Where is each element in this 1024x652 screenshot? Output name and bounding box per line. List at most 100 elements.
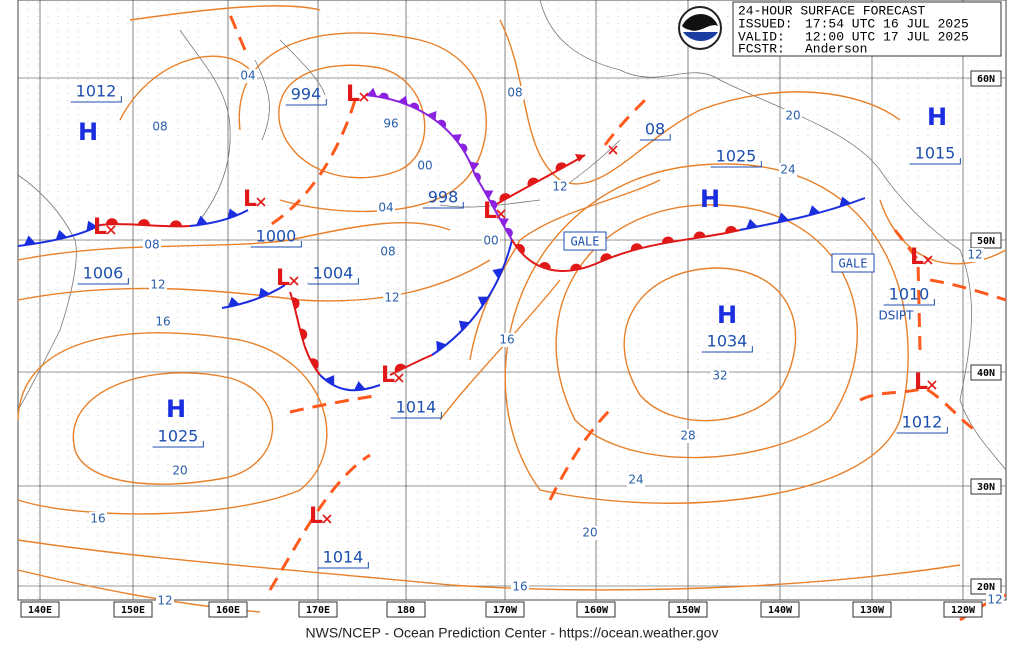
isobar bbox=[17, 332, 328, 515]
isobar bbox=[119, 5, 321, 121]
warm-front-bump bbox=[693, 231, 706, 239]
front-symbol bbox=[499, 218, 513, 238]
gale-warning: GALE bbox=[839, 257, 868, 271]
header-title: 24-HOUR SURFACE FORECAST bbox=[738, 3, 925, 18]
low-symbol: L bbox=[276, 266, 290, 291]
warm-front-bump bbox=[299, 328, 308, 341]
isobar-label: 32 bbox=[712, 369, 727, 383]
occluded-bump bbox=[505, 228, 513, 238]
low-center-mark bbox=[359, 92, 369, 102]
front-symbol bbox=[693, 231, 706, 239]
isobar-label: 16 bbox=[155, 315, 170, 329]
front-symbol bbox=[394, 363, 407, 373]
low-pressure: 1010 bbox=[889, 285, 930, 304]
low-pressure: 1000 bbox=[256, 227, 297, 246]
low-pressure: 1014 bbox=[323, 548, 364, 567]
isobar-label: 12 bbox=[552, 180, 567, 194]
trough bbox=[269, 99, 357, 227]
isobar-label-bg bbox=[482, 234, 500, 248]
front-symbol bbox=[492, 268, 504, 280]
front-symbol bbox=[477, 296, 489, 307]
occluded-bump bbox=[437, 119, 447, 128]
warm-front-bump bbox=[515, 243, 525, 255]
low-symbol: L bbox=[243, 187, 257, 212]
low-pressure: 1004 bbox=[313, 264, 354, 283]
front-symbol bbox=[23, 235, 36, 246]
high-symbol: H bbox=[700, 185, 720, 213]
isobar-label-bg bbox=[154, 315, 172, 329]
front-symbol bbox=[555, 162, 567, 172]
cold-front-triangle bbox=[227, 296, 240, 308]
pressure-underline bbox=[77, 278, 129, 285]
lon-label-box bbox=[668, 601, 708, 618]
troughs bbox=[226, 9, 1007, 622]
front-symbol bbox=[777, 212, 789, 223]
lon-label: 150W bbox=[676, 605, 701, 616]
lon-label-box bbox=[760, 601, 800, 618]
front-symbol bbox=[137, 219, 150, 226]
lon-label: 120W bbox=[951, 605, 976, 616]
lat-label-box bbox=[970, 364, 1002, 381]
isobar-label-bg bbox=[986, 593, 1004, 607]
high-pressure: 1025 bbox=[716, 147, 757, 166]
low-symbol: L bbox=[93, 215, 107, 240]
cold-front bbox=[189, 209, 249, 227]
isobar-label: 04 bbox=[240, 69, 255, 83]
front-symbol bbox=[258, 287, 270, 299]
lon-label-box bbox=[20, 601, 60, 618]
logo-wave bbox=[683, 32, 718, 41]
occluded-triangle bbox=[452, 134, 462, 143]
cold-front-triangle bbox=[839, 196, 851, 207]
occluded-front bbox=[364, 94, 513, 241]
lon-label-box bbox=[943, 601, 983, 618]
isobar-label: 16 bbox=[512, 580, 527, 594]
low-center-mark bbox=[608, 145, 618, 155]
front-symbol bbox=[725, 226, 738, 234]
isobar-label: 16 bbox=[499, 333, 514, 347]
warm-front bbox=[389, 354, 433, 376]
header-issued-label: ISSUED: bbox=[738, 16, 793, 31]
isobar-label-bg bbox=[581, 526, 599, 540]
warm-front-bump bbox=[630, 243, 643, 251]
front-symbol bbox=[452, 134, 468, 153]
low-center-mark bbox=[927, 380, 937, 390]
occluded-triangle bbox=[367, 87, 377, 97]
high-pressure: 1012 bbox=[76, 82, 117, 101]
high-symbol: H bbox=[717, 301, 737, 329]
cold-front-triangle bbox=[23, 235, 36, 246]
front-symbol bbox=[227, 208, 239, 220]
isobar-label-bg bbox=[779, 163, 797, 177]
pressure-underline bbox=[152, 441, 204, 448]
lat-label: 60N bbox=[977, 74, 995, 85]
header-box: 24-HOUR SURFACE FORECAST ISSUED: 17:54 U… bbox=[732, 1, 1002, 57]
front-symbol bbox=[499, 193, 511, 203]
front-symbol bbox=[458, 320, 470, 332]
warm-front-bump bbox=[725, 226, 738, 234]
lon-label: 180 bbox=[397, 605, 415, 616]
occluded-triangle bbox=[398, 95, 408, 105]
front-symbol bbox=[292, 297, 300, 310]
warm-front-bump bbox=[169, 220, 182, 227]
pressure-underline bbox=[896, 427, 948, 434]
front-symbol bbox=[470, 161, 481, 183]
lon-label: 160E bbox=[216, 605, 240, 616]
occluded-triangle bbox=[427, 111, 437, 121]
cold-front-triangle bbox=[55, 229, 68, 241]
warm-front-bump bbox=[137, 219, 150, 226]
lat-label: 30N bbox=[977, 482, 995, 493]
lat-label-box bbox=[970, 478, 1002, 495]
isobar-label-bg bbox=[966, 248, 984, 262]
isobar-label-bg bbox=[498, 333, 516, 347]
front-symbol bbox=[515, 243, 525, 255]
warm-front bbox=[494, 154, 586, 206]
low-symbol: L bbox=[910, 245, 924, 270]
warm-front-bump bbox=[555, 162, 567, 172]
low-pressure: 1012 bbox=[902, 413, 943, 432]
header-forecaster-label: FCSTR: bbox=[738, 41, 785, 56]
header-forecaster: Anderson bbox=[805, 41, 867, 56]
low-pressure: 1014 bbox=[396, 398, 437, 417]
isobar-label-bg bbox=[171, 464, 189, 478]
low-symbol: L bbox=[914, 370, 928, 395]
cold-front-triangle bbox=[86, 220, 98, 232]
